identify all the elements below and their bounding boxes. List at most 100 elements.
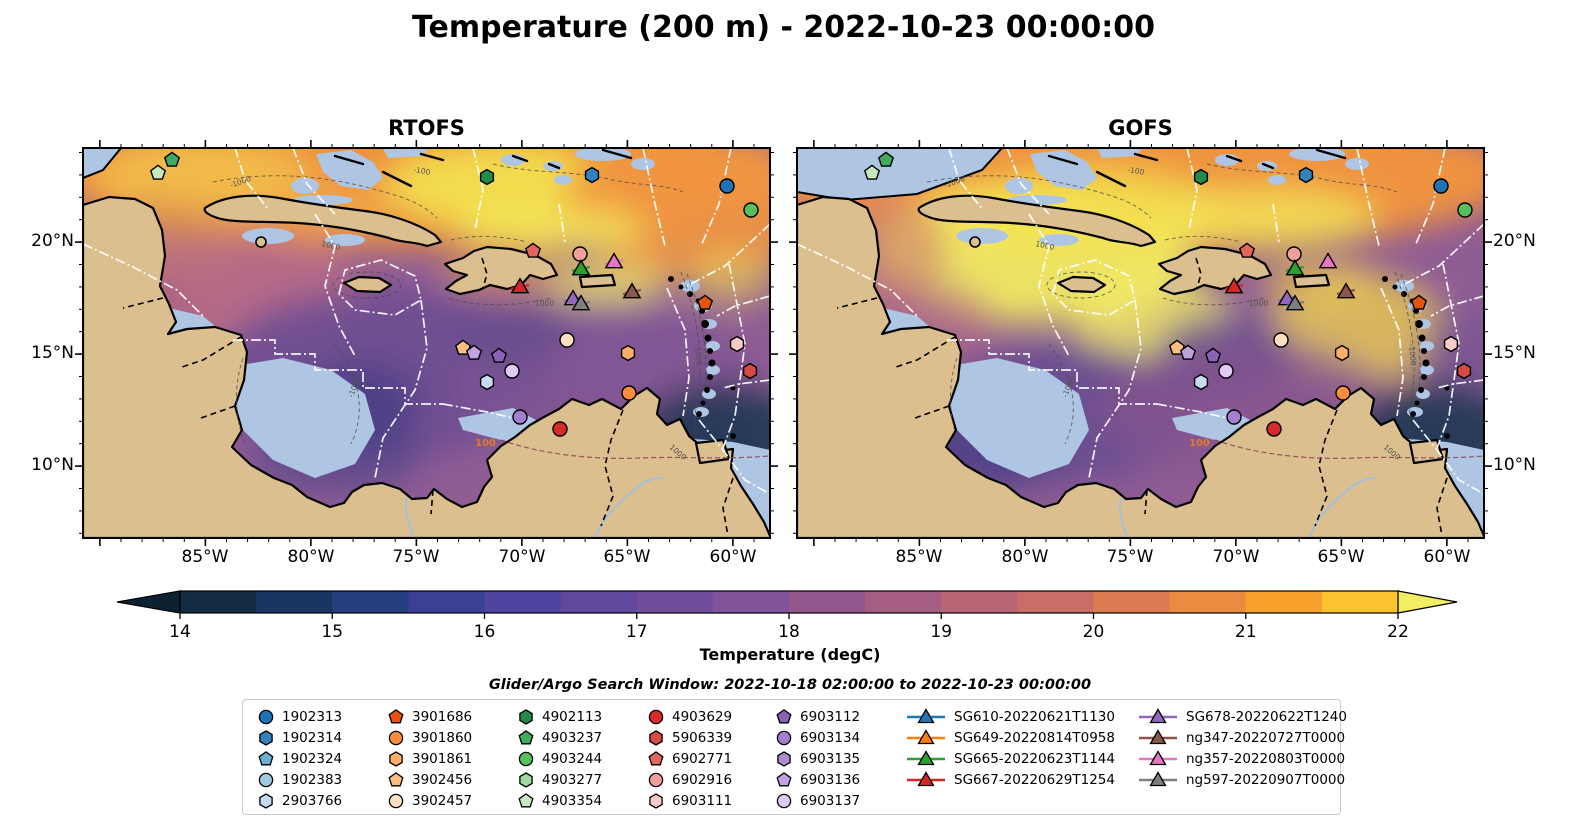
circle-marker-icon	[648, 772, 664, 787]
lat-tick-label-right: 20°N	[1493, 231, 1536, 251]
legend-item-argo: 4903237	[517, 727, 602, 748]
legend-label: 4903629	[672, 708, 733, 725]
legend-item-argo: 4902113	[517, 706, 602, 727]
legend-label: SG610-20220621T1130	[954, 708, 1115, 725]
legend-label: 3902457	[412, 792, 473, 809]
hexagon-marker-icon	[649, 792, 663, 809]
legend-label: 1902313	[282, 708, 343, 725]
hexagon-marker-icon	[519, 771, 533, 788]
legend-item-glider: ng347-20220727T0000	[1137, 727, 1345, 748]
legend-item-argo: 4903244	[517, 748, 602, 769]
legend-item-argo: 6903137	[775, 790, 860, 811]
lat-tick-label-right: 10°N	[1493, 455, 1536, 475]
colorbar-tick-label: 15	[321, 622, 343, 642]
svg-text:1000: 1000	[535, 299, 554, 308]
glider-track-icon	[907, 707, 945, 723]
legend-label: 6903112	[800, 708, 861, 725]
glider-track-icon	[1139, 728, 1177, 744]
colorbar-label: Temperature (degC)	[699, 645, 881, 664]
lon-tick-label: 80°W	[287, 547, 335, 567]
legend-item-argo: 6903134	[775, 727, 860, 748]
legend-item-argo: 6903112	[775, 706, 860, 727]
panel-title-rtofs: RTOFS	[388, 116, 465, 140]
colorbar-tick-label: 19	[930, 622, 952, 642]
circle-marker-icon	[518, 751, 534, 766]
legend-item-argo: 5906339	[647, 727, 732, 748]
lon-tick-label: 85°W	[895, 547, 943, 567]
circle-marker-icon	[258, 772, 274, 787]
panel-title-gofs: GOFS	[1108, 116, 1173, 140]
legend-item-argo: 2903766	[257, 790, 342, 811]
legend-label: 6902771	[672, 750, 733, 767]
glider-track-icon	[907, 770, 945, 786]
legend-item-argo: 3901686	[387, 706, 472, 727]
lon-tick-label: 75°W	[392, 547, 440, 567]
colorbar-tick-label: 21	[1235, 622, 1257, 642]
circle-marker-icon	[388, 793, 404, 808]
lon-tick-label: 65°W	[603, 547, 651, 567]
lon-tick-label: 70°W	[498, 547, 546, 567]
legend-label: SG665-20220623T1144	[954, 750, 1115, 767]
lon-tick-label: 80°W	[1001, 547, 1049, 567]
lon-tick-label: 60°W	[1423, 547, 1471, 567]
legend-label: ng347-20220727T0000	[1186, 729, 1346, 746]
legend-item-glider: SG667-20220629T1254	[905, 769, 1115, 790]
legend-label: 4902113	[542, 708, 603, 725]
svg-text:1000: 1000	[321, 239, 342, 252]
hexagon-marker-icon	[389, 750, 403, 767]
svg-text:-100: -100	[1127, 165, 1146, 177]
lon-tick-label: 60°W	[709, 547, 757, 567]
legend-label: 6903135	[800, 750, 861, 767]
legend-item-glider: SG665-20220623T1144	[905, 748, 1115, 769]
hexagon-marker-icon	[259, 729, 273, 746]
lat-tick-label-right: 15°N	[1493, 343, 1536, 363]
legend-item-argo: 6903135	[775, 748, 860, 769]
pentagon-marker-icon	[776, 708, 792, 723]
svg-text:100: 100	[1189, 438, 1210, 449]
circle-marker-icon	[776, 730, 792, 745]
legend-label: 6902916	[672, 771, 733, 788]
legend-label: SG649-20220814T0958	[954, 729, 1115, 746]
colorbar-tick-label: 14	[169, 622, 191, 642]
legend-label: 5906339	[672, 729, 733, 746]
glider-track-icon	[1139, 749, 1177, 765]
svg-text:-100: -100	[413, 165, 432, 177]
legend-label: 6903134	[800, 729, 861, 746]
legend-item-argo: 6902771	[647, 748, 732, 769]
legend-item-argo: 3902457	[387, 790, 472, 811]
circle-marker-icon	[776, 793, 792, 808]
colorbar-tick-label: 18	[778, 622, 800, 642]
legend-item-argo: 3901861	[387, 748, 472, 769]
legend-item-glider: SG678-20220622T1240	[1137, 706, 1347, 727]
legend-label: SG667-20220629T1254	[954, 771, 1115, 788]
figure-title: Temperature (200 m) - 2022-10-23 00:00:0…	[412, 10, 1155, 45]
colorbar: 14 15 16 17 18 19 20 21 22	[116, 590, 1458, 642]
pentagon-marker-icon	[258, 750, 274, 765]
svg-text:-1000: -1000	[693, 343, 704, 366]
legend: 1902313 1902314 1902324 1902383 2903766 39016…	[242, 699, 1347, 815]
legend-label: ng597-20220907T0000	[1186, 771, 1346, 788]
legend-item-argo: 1902383	[257, 769, 342, 790]
lat-tick-label-left: 10°N	[31, 455, 74, 475]
legend-label: 6903136	[800, 771, 861, 788]
glider-track-icon	[1139, 707, 1177, 723]
colorbar-tick-label: 22	[1387, 622, 1409, 642]
hexagon-marker-icon	[519, 708, 533, 725]
svg-text:1000: 1000	[1249, 299, 1268, 308]
legend-label: 3901860	[412, 729, 473, 746]
legend-label: ng357-20220803T0000	[1186, 750, 1346, 767]
hexagon-marker-icon	[649, 729, 663, 746]
pentagon-marker-icon	[648, 750, 664, 765]
legend-item-argo: 6903136	[775, 769, 860, 790]
legend-label: 3902456	[412, 771, 473, 788]
pentagon-marker-icon	[388, 708, 404, 723]
observation-markers	[863, 151, 1473, 437]
lat-tick-label-left: 15°N	[31, 343, 74, 363]
glider-track-icon	[907, 749, 945, 765]
legend-label: 4903354	[542, 792, 603, 809]
legend-item-argo: 4903354	[517, 790, 602, 811]
svg-text:-1000: -1000	[1407, 343, 1418, 366]
pentagon-marker-icon	[518, 729, 534, 744]
legend-label: 4903244	[542, 750, 603, 767]
